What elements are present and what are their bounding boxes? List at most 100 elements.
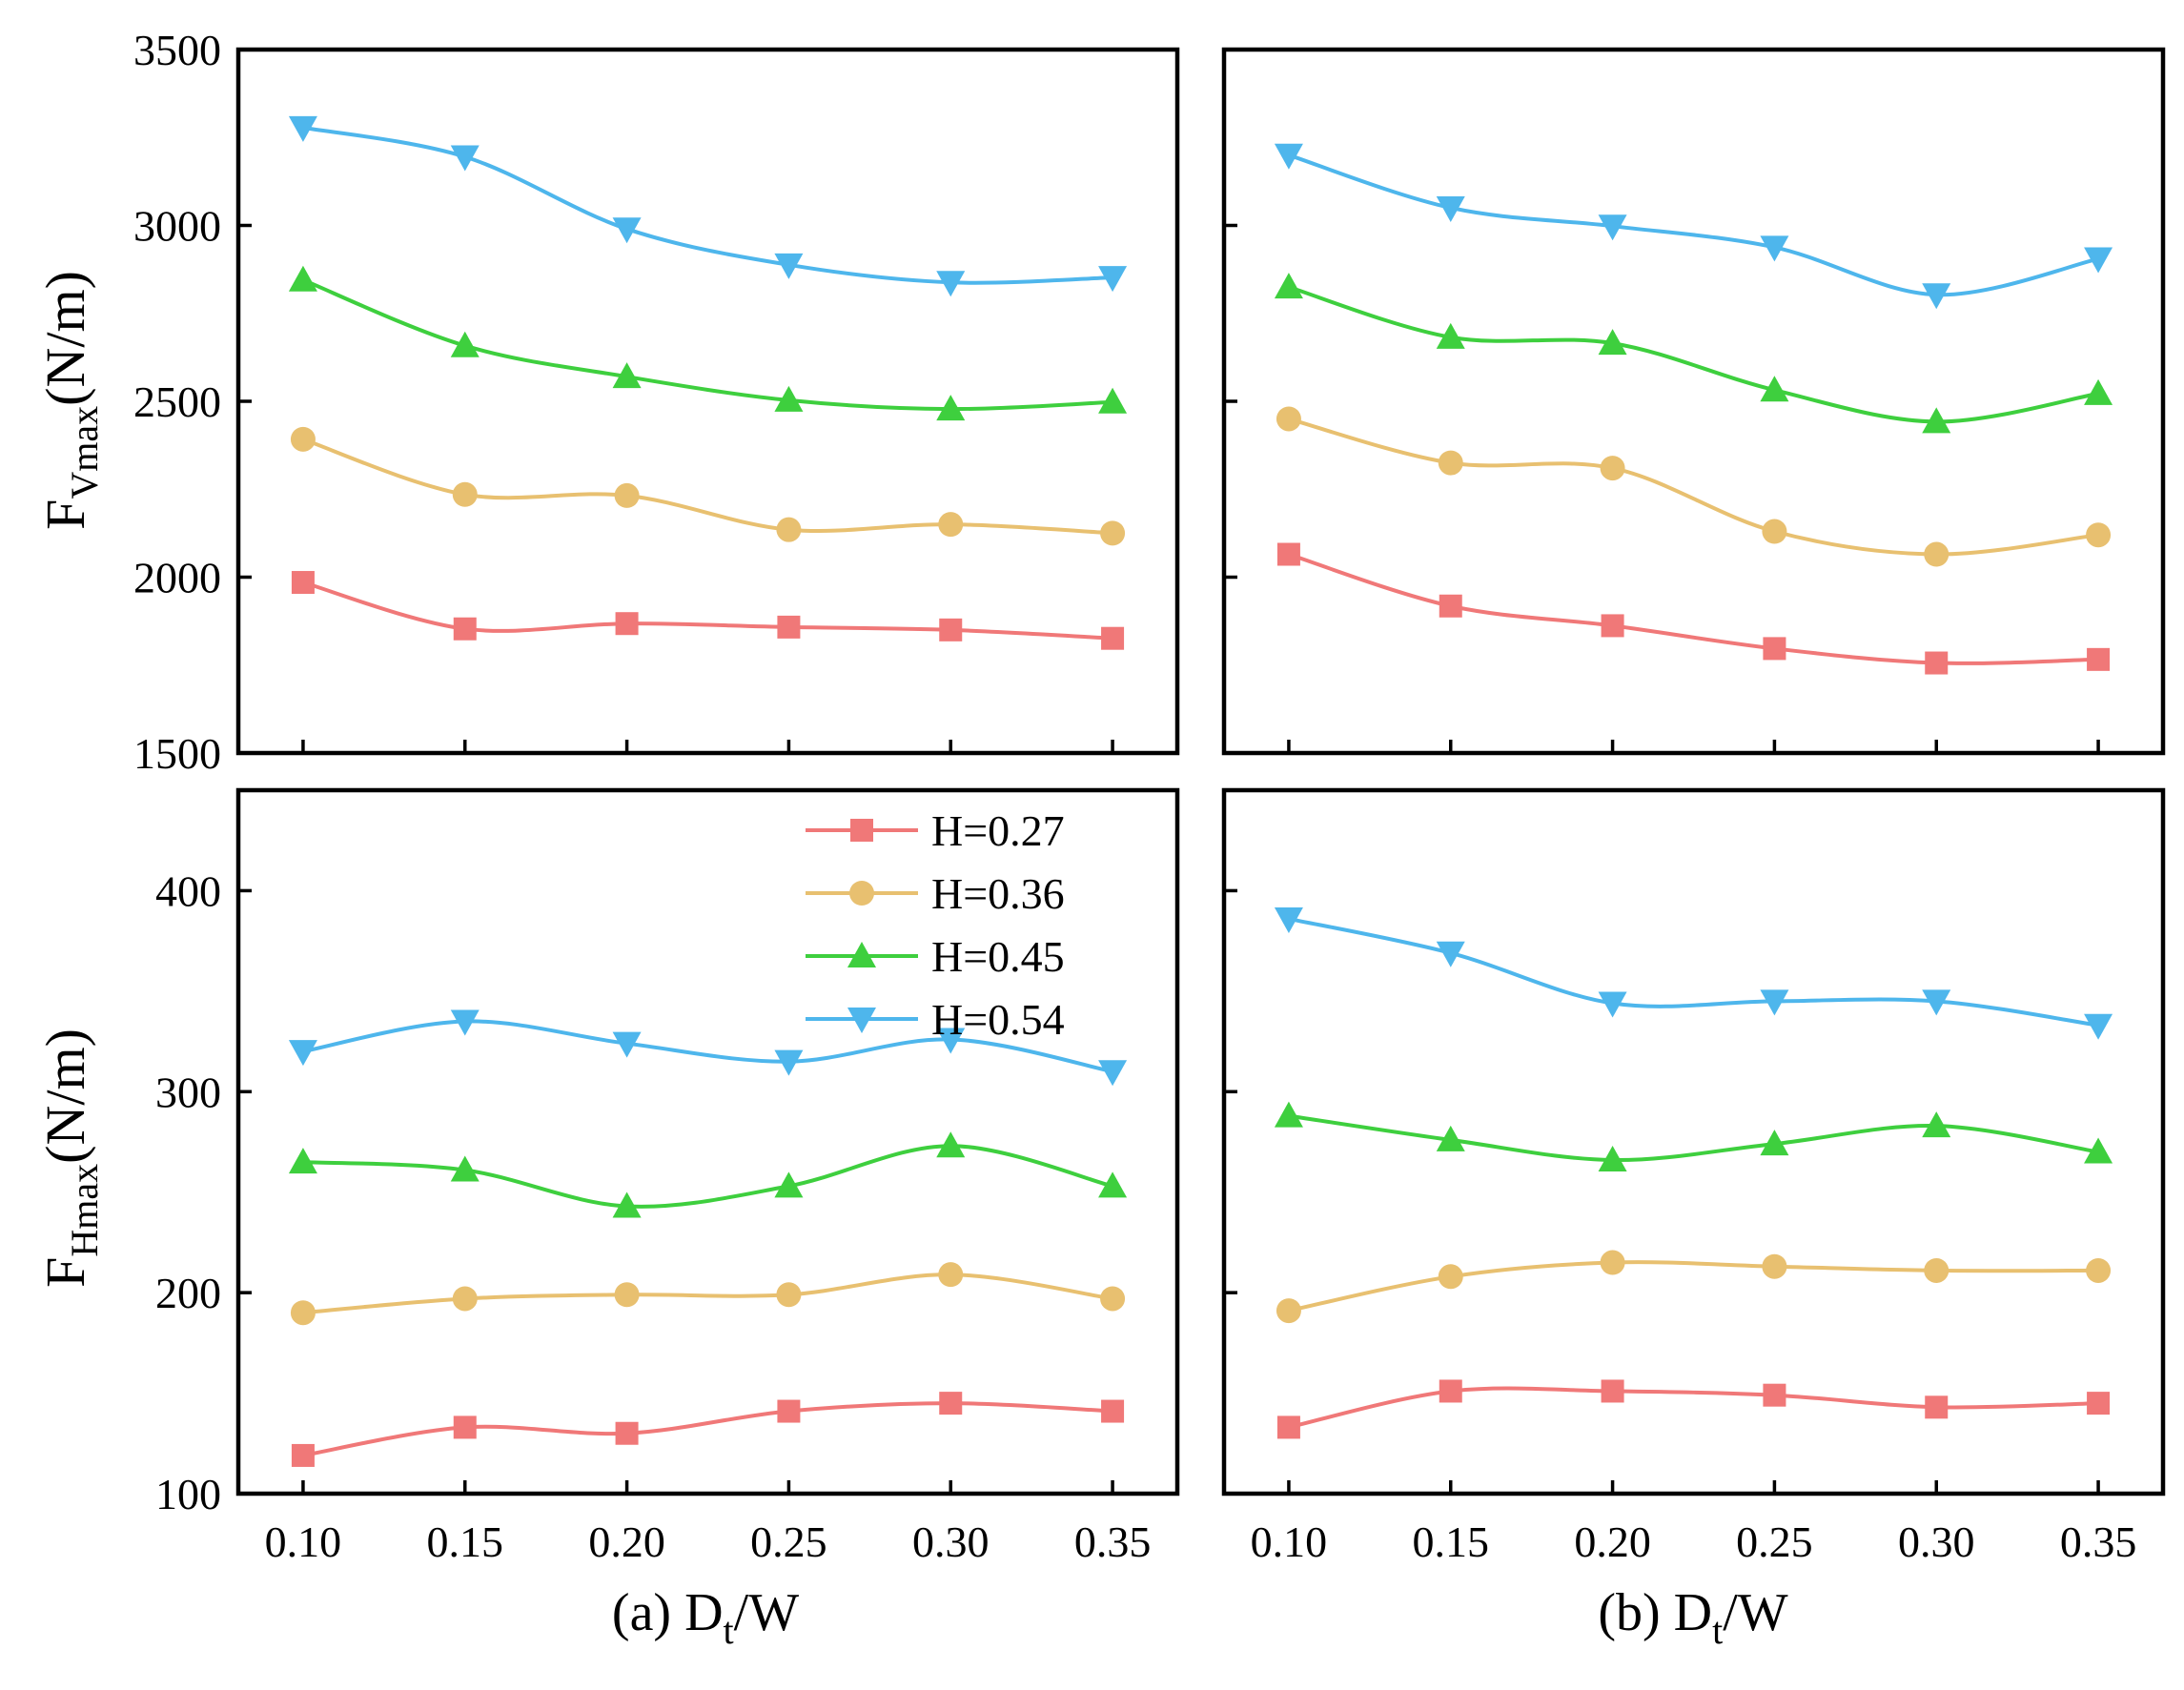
point-top-left-1-4 [938, 512, 964, 538]
x-tick-label-bottom-left-5: 0.35 [1074, 1517, 1152, 1566]
point-top-left-2-1 [450, 331, 480, 357]
point-bottom-right-3-3 [1760, 989, 1789, 1016]
legend-entry-3: H=0.54 [806, 995, 1065, 1044]
point-top-left-0-2 [615, 612, 639, 636]
panel-frame-top-left [235, 47, 1180, 756]
point-top-left-0-0 [291, 571, 315, 595]
series-layer [288, 115, 2113, 1467]
point-bottom-right-1-5 [2086, 1257, 2112, 1283]
series-line-bottom-left-1 [302, 1273, 1113, 1315]
point-bottom-left-1-5 [1100, 1286, 1126, 1312]
point-bottom-right-0-5 [2087, 1392, 2111, 1415]
point-bottom-left-0-1 [453, 1415, 477, 1439]
legend-label-1: H=0.36 [931, 869, 1065, 918]
point-bottom-right-0-1 [1439, 1379, 1462, 1403]
point-top-right-2-4 [1922, 407, 1951, 434]
series-top-left-H=0.54 [288, 115, 1128, 297]
point-top-right-1-3 [1762, 519, 1787, 544]
point-bottom-left-3-2 [612, 1031, 642, 1058]
panel-frame-bottom-right [1221, 787, 2166, 1497]
y-axis-title-top-sub: Vmax [63, 406, 106, 499]
legend-marker-0 [850, 819, 873, 842]
y-tick-label-bottom-left-1: 200 [155, 1269, 221, 1317]
point-bottom-left-2-2 [612, 1191, 642, 1218]
y-axis-title-bottom: FHmax(N/m) [34, 1028, 106, 1288]
series-line-top-left-1 [302, 438, 1113, 536]
caption-b: (b) Dt/W [1598, 1583, 1787, 1652]
series-bottom-right-H=0.36 [1276, 1250, 2112, 1324]
point-top-left-1-0 [290, 426, 316, 452]
y-tick-label-top-left-2: 2500 [133, 377, 221, 426]
x-tick-label-bottom-right-4: 0.30 [1898, 1517, 1975, 1566]
x-tick-label-bottom-right-2: 0.20 [1574, 1517, 1651, 1566]
panel-frame-bottom-left [235, 787, 1180, 1497]
series-bottom-left-H=0.45 [288, 1131, 1128, 1218]
series-bottom-right-H=0.54 [1274, 906, 2113, 1040]
point-bottom-right-0-4 [1925, 1395, 1949, 1419]
series-top-right-H=0.36 [1276, 406, 2112, 567]
legend-label-2: H=0.45 [931, 932, 1065, 981]
series-top-left-H=0.27 [291, 571, 1125, 650]
svg-text:FVmax(N/m): FVmax(N/m) [34, 271, 106, 530]
y-tick-label-top-left-4: 3500 [133, 26, 221, 74]
point-bottom-left-1-1 [452, 1286, 478, 1312]
series-line-bottom-right-3 [1288, 916, 2099, 1028]
point-bottom-left-1-3 [776, 1282, 802, 1308]
point-top-right-3-5 [2084, 247, 2113, 274]
series-line-bottom-right-1 [1288, 1260, 2099, 1313]
legend: H=0.27 H=0.36 H=0.45 H=0.54 [806, 806, 1065, 1044]
point-top-right-3-4 [1922, 283, 1951, 310]
point-bottom-right-3-0 [1274, 906, 1303, 933]
point-top-right-0-0 [1276, 542, 1300, 566]
point-top-right-1-4 [1924, 541, 1949, 567]
svg-text:FHmax(N/m): FHmax(N/m) [34, 1028, 106, 1288]
point-top-right-2-5 [2084, 378, 2113, 405]
point-bottom-right-1-4 [1924, 1257, 1949, 1283]
series-top-right-H=0.45 [1274, 273, 2113, 434]
point-top-right-1-0 [1276, 406, 1301, 432]
point-top-right-0-5 [2087, 647, 2111, 671]
series-top-left-H=0.36 [290, 426, 1126, 546]
point-bottom-left-0-2 [615, 1421, 639, 1445]
series-line-top-right-2 [1288, 285, 2099, 424]
point-top-right-1-1 [1438, 450, 1463, 476]
caption-a-sub: t [724, 1609, 734, 1652]
point-bottom-right-0-3 [1763, 1383, 1786, 1407]
point-bottom-right-3-1 [1436, 941, 1465, 967]
point-top-right-2-1 [1436, 322, 1465, 349]
point-top-left-2-2 [612, 362, 642, 389]
series-bottom-right-H=0.45 [1274, 1101, 2113, 1171]
x-tick-label-bottom-right-1: 0.15 [1413, 1517, 1490, 1566]
point-top-right-0-1 [1439, 594, 1462, 618]
point-top-left-1-2 [614, 482, 640, 508]
x-tick-label-bottom-left-3: 0.25 [750, 1517, 827, 1566]
series-top-right-H=0.27 [1276, 542, 2111, 675]
point-top-left-2-5 [1098, 387, 1128, 414]
caption-a: (a) Dt/W [612, 1583, 799, 1652]
x-tick-label-bottom-right-0: 0.10 [1251, 1517, 1328, 1566]
point-bottom-left-0-4 [939, 1392, 963, 1415]
series-line-top-left-0 [302, 580, 1113, 641]
series-line-bottom-left-2 [302, 1144, 1113, 1209]
y-tick-label-bottom-left-2: 300 [155, 1068, 221, 1116]
point-bottom-right-1-3 [1762, 1253, 1787, 1279]
y-tick-label-top-left-3: 3000 [133, 202, 221, 251]
series-top-left-H=0.45 [288, 265, 1128, 421]
point-top-left-0-1 [453, 617, 477, 641]
caption-b-prefix: (b) D [1598, 1583, 1712, 1642]
point-bottom-right-3-2 [1598, 991, 1627, 1018]
point-top-left-2-4 [936, 395, 966, 421]
point-top-left-2-3 [774, 385, 804, 412]
caption-a-prefix: (a) D [612, 1583, 724, 1642]
series-line-bottom-right-0 [1288, 1386, 2099, 1430]
point-bottom-right-1-2 [1600, 1250, 1625, 1275]
legend-label-3: H=0.54 [931, 995, 1065, 1044]
series-line-top-right-1 [1288, 417, 2099, 557]
point-top-left-0-5 [1101, 626, 1125, 650]
series-line-top-left-3 [302, 125, 1113, 285]
legend-entry-0: H=0.27 [806, 806, 1065, 855]
point-top-left-1-1 [452, 481, 478, 507]
point-bottom-right-0-0 [1276, 1415, 1300, 1439]
point-top-left-1-3 [776, 517, 802, 542]
point-top-right-3-3 [1760, 235, 1789, 262]
